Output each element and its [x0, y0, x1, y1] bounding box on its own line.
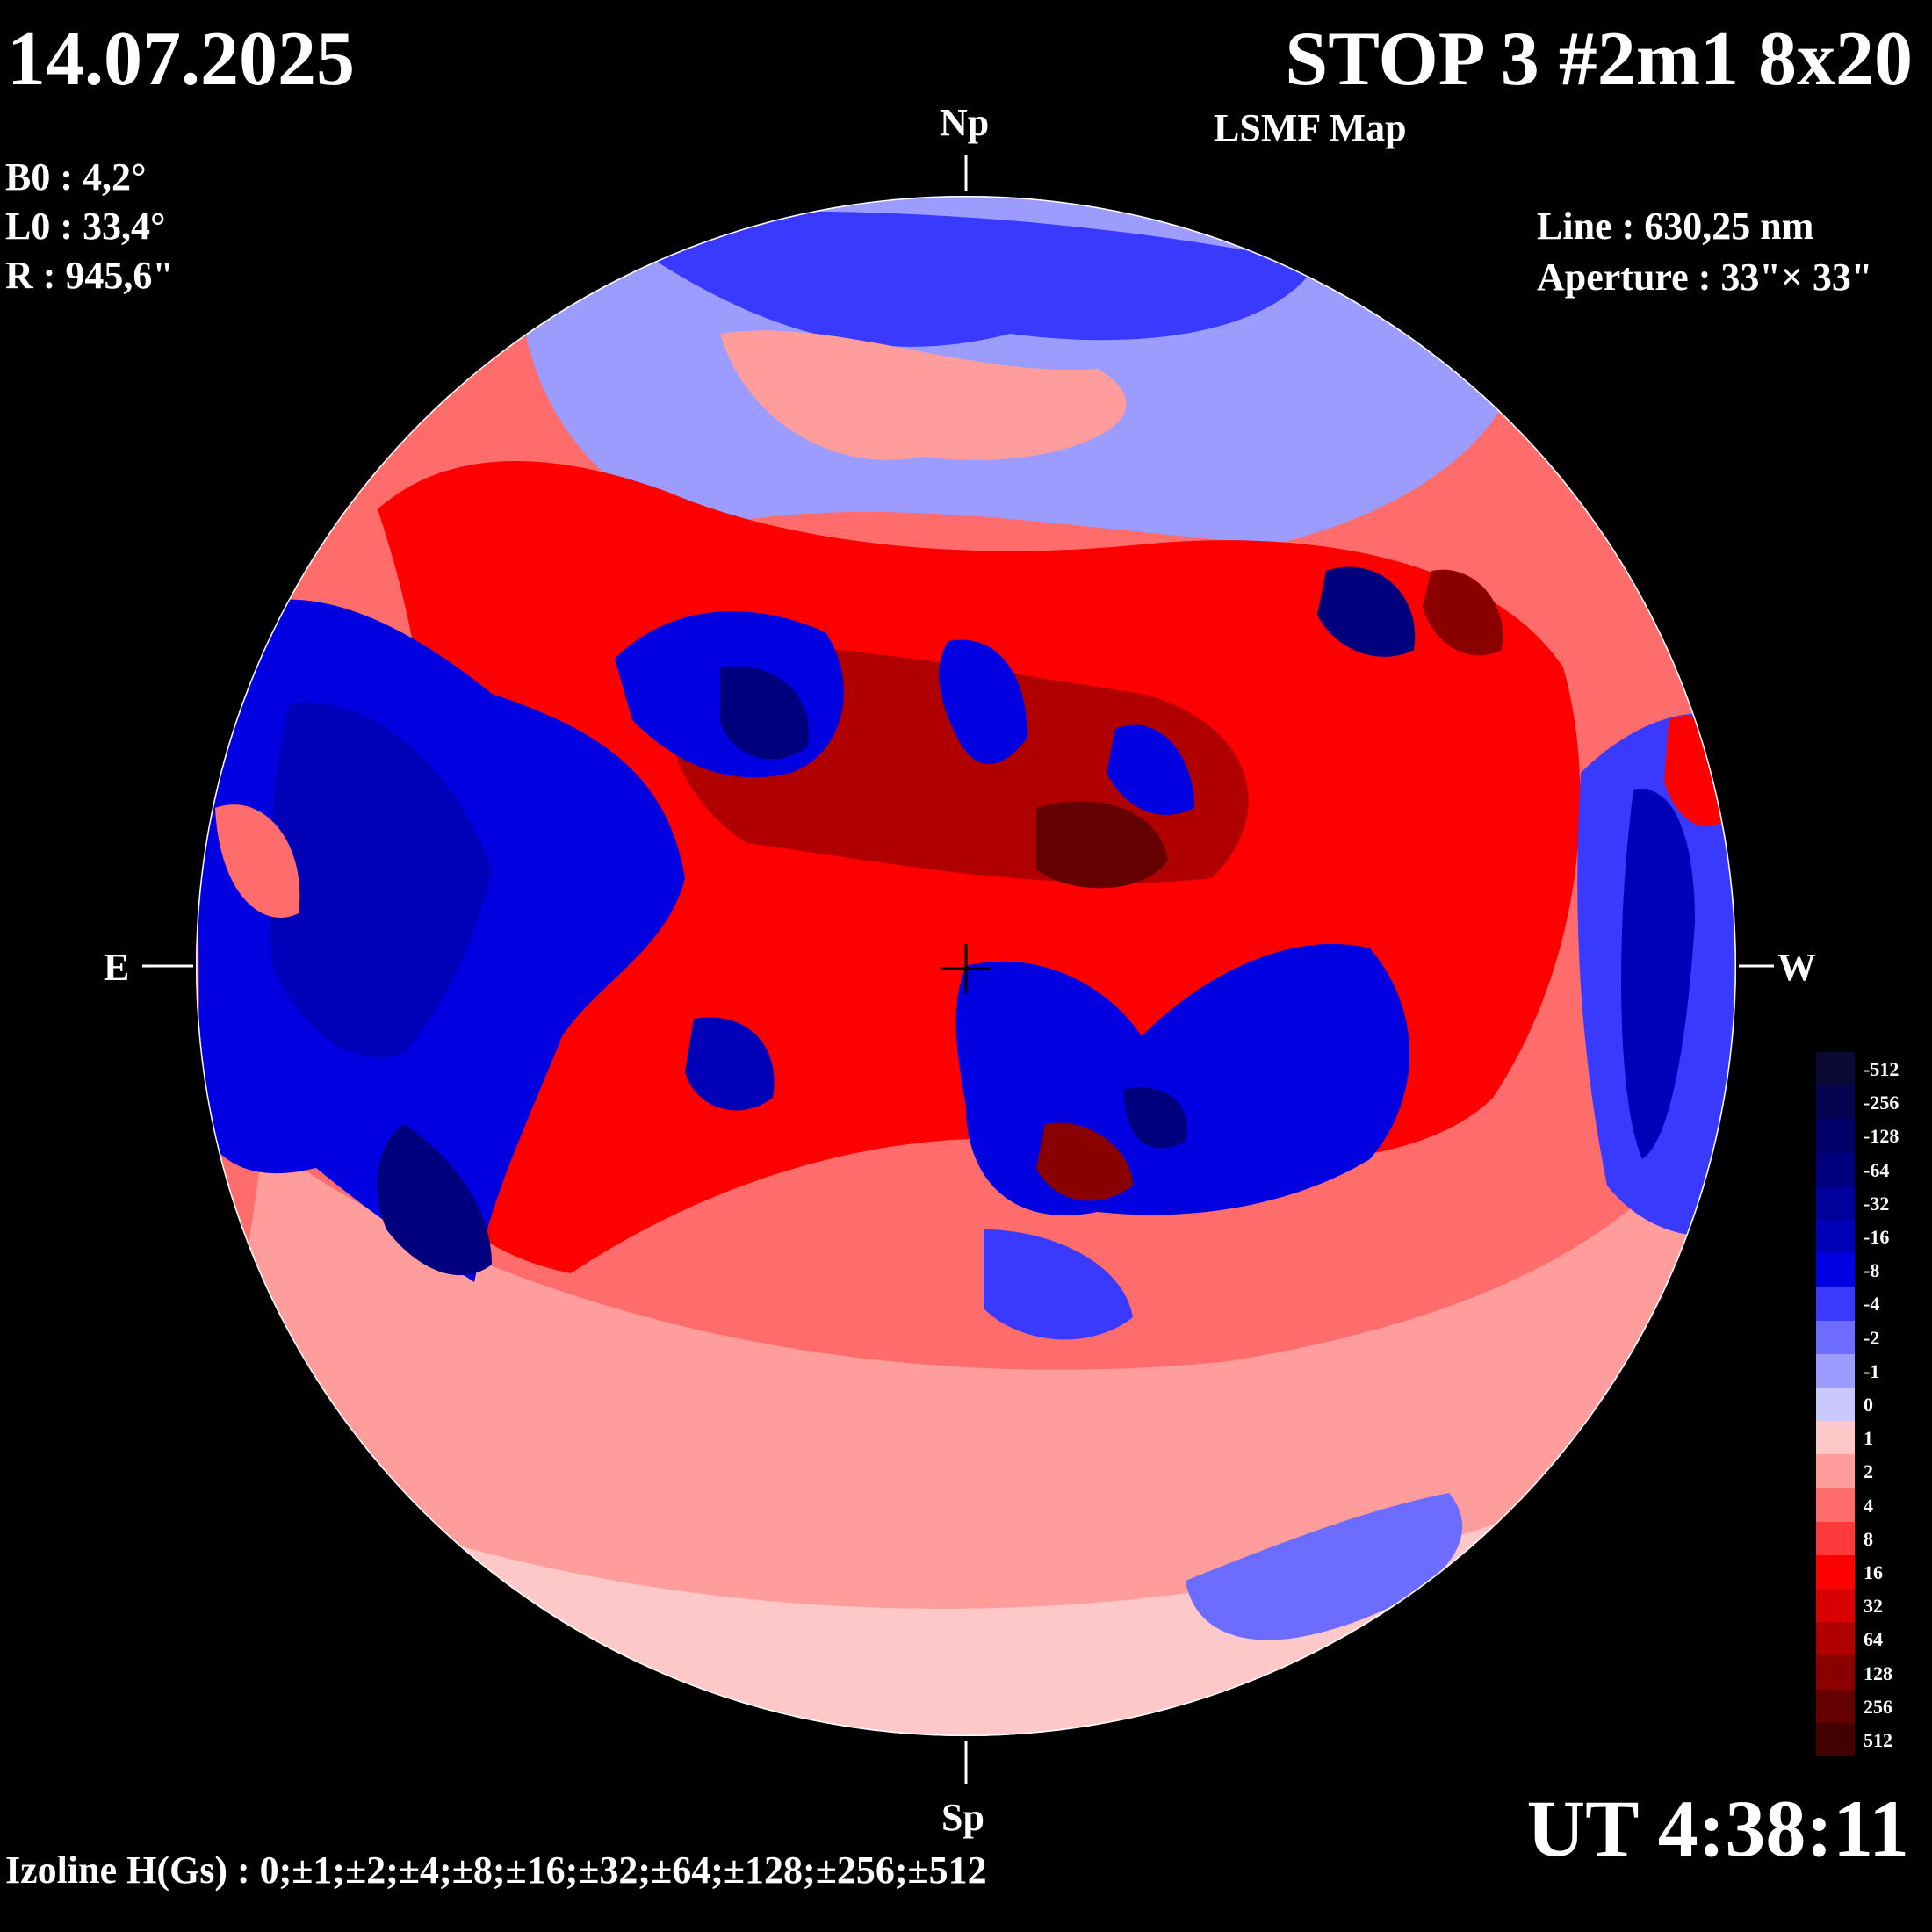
map-subtitle: LSMF Map: [1214, 106, 1407, 149]
map-title: STOP 3 #2m1 8x20: [1285, 17, 1913, 102]
colorbar-label: -4: [1864, 1293, 1880, 1316]
colorbar-segment: [1816, 1722, 1855, 1757]
colorbar-label: 64: [1864, 1628, 1883, 1651]
colorbar-segment: [1816, 1421, 1855, 1455]
solar-disk: [196, 196, 1736, 1736]
spectral-line: Line : 630,25 nm: [1537, 205, 1814, 248]
colorbar-label: 512: [1864, 1728, 1892, 1751]
south-pole-label: Sp: [941, 1796, 984, 1839]
param-l0: L0 : 33,4°: [5, 205, 166, 248]
north-blue-core: [720, 666, 810, 760]
colorbar-segment: [1816, 1320, 1855, 1355]
colorbar-segment: [1816, 1554, 1855, 1590]
colorbar-segment: [1816, 1186, 1855, 1221]
northeast-red-spot: [1423, 569, 1503, 656]
colorbar-label: 2: [1864, 1460, 1873, 1483]
colorbar-label: 128: [1864, 1662, 1892, 1684]
colorbar-segment: [1816, 1287, 1855, 1322]
colorbar-label: 8: [1864, 1527, 1873, 1550]
central-west-blue-core: [1124, 1087, 1187, 1149]
param-b0: B0 : 4,2°: [5, 155, 147, 198]
colorbar-segment: [1816, 1589, 1855, 1623]
east-blue-core: [269, 702, 492, 1058]
colorbar-segment: [1816, 1253, 1855, 1287]
northeast-blue-spot: [1317, 566, 1416, 657]
universal-time: UT 4:38:11: [1526, 1784, 1909, 1873]
east-blue-spot: [377, 1124, 492, 1276]
colorbar-label: 256: [1864, 1695, 1892, 1718]
active-core-darkest: [1036, 801, 1168, 889]
colorbar-segment: [1816, 1152, 1855, 1187]
param-radius: R : 945,6": [5, 254, 174, 297]
north-blue-spot-b: [939, 639, 1027, 764]
colorbar-segment: [1816, 1353, 1855, 1388]
south-center-blue: [984, 1229, 1133, 1340]
colorbar-label: -32: [1864, 1192, 1890, 1215]
east-label: E: [104, 946, 130, 989]
east-red-patch: [215, 804, 300, 918]
colorbar-label: -16: [1864, 1226, 1890, 1249]
colorbar-segment: [1816, 1488, 1855, 1523]
colorbar-label: -128: [1864, 1125, 1900, 1148]
colorbar-label: -1: [1864, 1359, 1880, 1382]
aperture: Aperture : 33"× 33": [1537, 256, 1873, 299]
colorbar-label: 0: [1864, 1394, 1873, 1416]
colorbar-segment: [1816, 1521, 1855, 1556]
center-blue-spot: [685, 1017, 775, 1111]
colorbar-segment: [1816, 1622, 1855, 1656]
north-blue-spot-c: [1107, 724, 1194, 815]
colorbar: [1816, 1052, 1855, 1757]
colorbar-segment: [1816, 1689, 1855, 1724]
colorbar-label: 32: [1864, 1595, 1883, 1618]
north-pole-label: Np: [940, 101, 990, 144]
izoline-levels: Izoline H(Gs) : 0;±1;±2;±4;±8;±16;±32;±6…: [5, 1849, 987, 1892]
colorbar-segment: [1816, 1085, 1855, 1120]
southwest-blue-patch: [1186, 1493, 1463, 1640]
colorbar-segment: [1816, 1454, 1855, 1489]
colorbar-label: 16: [1864, 1561, 1883, 1583]
colorbar-label: -512: [1864, 1058, 1900, 1081]
north-blue-patches: [597, 211, 1317, 347]
colorbar-segment: [1816, 1387, 1855, 1422]
colorbar-segment: [1816, 1219, 1855, 1254]
central-red-spot: [1036, 1122, 1133, 1201]
colorbar-segment: [1816, 1655, 1855, 1690]
colorbar-label: -64: [1864, 1158, 1890, 1181]
colorbar-label: -256: [1864, 1092, 1900, 1114]
colorbar-segment: [1816, 1052, 1855, 1086]
west-limb-blue-core: [1621, 789, 1695, 1159]
colorbar-label: -2: [1864, 1326, 1880, 1349]
colorbar-label: 4: [1864, 1494, 1873, 1517]
observation-date: 14.07.2025: [7, 17, 355, 102]
north-pink-patch: [720, 330, 1127, 460]
colorbar-label: -8: [1864, 1259, 1880, 1282]
colorbar-label: 1: [1864, 1427, 1873, 1450]
west-label: W: [1777, 946, 1816, 989]
colorbar-segment: [1816, 1119, 1855, 1154]
